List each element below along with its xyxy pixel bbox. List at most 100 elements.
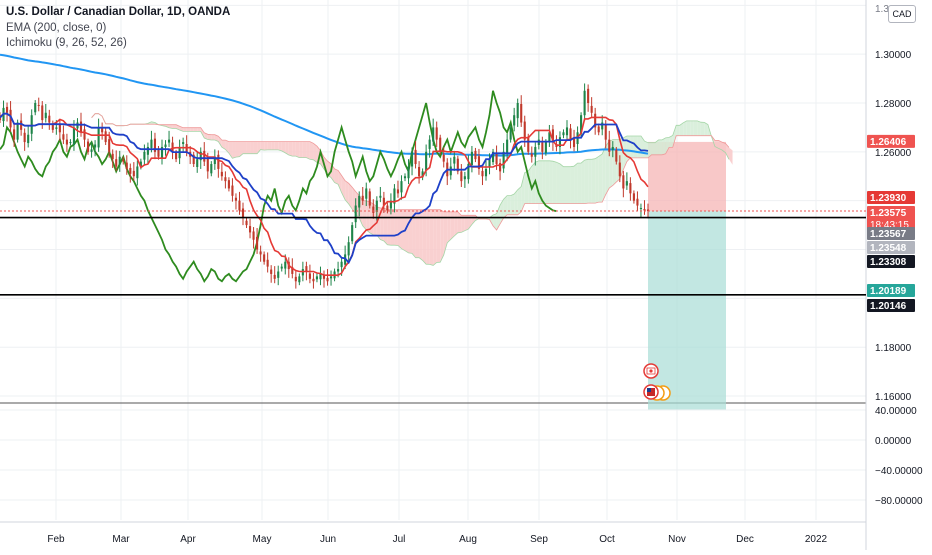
candle-body [312, 279, 314, 281]
candle-body [436, 127, 438, 139]
candle-body [415, 150, 417, 164]
candle-body [386, 206, 388, 211]
candle-body [471, 152, 473, 165]
cloud-segment [275, 142, 279, 150]
cloud-segment [398, 210, 402, 249]
time-tick-label: Aug [459, 534, 477, 545]
candle-body [584, 91, 586, 115]
candle-body [249, 226, 251, 232]
cloud-segment [387, 210, 391, 246]
candle-body [598, 126, 600, 132]
indicator-ichimoku-label[interactable]: Ichimoku (9, 26, 52, 26) [6, 37, 127, 49]
us-event-flag-canton [647, 388, 651, 392]
candle-body [453, 157, 455, 164]
time-tick-label: Apr [180, 534, 196, 545]
candle-body [73, 127, 75, 145]
cloud-segment [391, 210, 395, 246]
candle-body [59, 124, 61, 132]
cloud-segment [405, 210, 409, 253]
candle-body [119, 157, 121, 165]
candle-body [217, 155, 219, 169]
candle-body [365, 188, 367, 198]
cloud-segment [599, 154, 603, 202]
cloud-segment [563, 167, 567, 204]
candle-body [224, 177, 226, 181]
cloud-segment [271, 142, 275, 150]
cloud-segment [447, 212, 451, 243]
candle-body [464, 176, 466, 179]
cloud-segment [243, 142, 247, 154]
candle-body [62, 134, 64, 139]
candle-body [527, 137, 529, 152]
candle-body [69, 142, 71, 143]
candle-body [305, 266, 307, 271]
candle-body [425, 152, 427, 171]
candle-body [277, 271, 279, 277]
currency-button[interactable]: CAD [888, 5, 916, 23]
candle-body [182, 142, 184, 144]
indicator-ema-label[interactable]: EMA (200, close, 0) [6, 22, 106, 34]
time-tick-label: Jul [393, 534, 406, 545]
cloud-segment [472, 215, 476, 224]
cloud-segment [384, 208, 388, 245]
cloud-segment [659, 140, 663, 155]
time-tick-label: Sep [530, 534, 548, 545]
cloud-segment [190, 128, 194, 132]
candle-body [122, 160, 124, 162]
cloud-segment [694, 121, 698, 136]
candle-body [31, 115, 33, 134]
candle-body [418, 167, 420, 176]
cloud-segment [278, 142, 282, 151]
candle-body [298, 276, 300, 282]
time-tick-label: May [253, 534, 272, 545]
candle-body [80, 122, 82, 133]
cloud-segment [236, 142, 240, 158]
candle-body [566, 127, 568, 135]
price-tag-value: 1.23308 [870, 257, 907, 268]
candle-body [545, 142, 547, 153]
cloud-segment [630, 136, 634, 158]
candle-body [643, 209, 645, 210]
candle-body [133, 171, 135, 176]
candle-body [407, 166, 409, 178]
candle-body [330, 276, 332, 278]
candle-body [400, 181, 402, 192]
cloud-segment [303, 142, 307, 158]
oscillator-tick-label: 0.00000 [875, 436, 912, 447]
candle-body [450, 166, 452, 175]
cloud-segment [676, 125, 680, 135]
candle-body [362, 196, 364, 201]
candle-body [520, 104, 522, 123]
candle-body [348, 242, 350, 255]
candle-body [87, 142, 89, 152]
candle-body [326, 278, 328, 281]
time-tick-label: Jun [320, 534, 336, 545]
candle-body [48, 116, 50, 123]
candle-body [24, 133, 26, 142]
cloud-segment [549, 161, 553, 204]
cloud-segment [232, 142, 236, 159]
candle-body [358, 196, 360, 208]
price-tag-tenkan: 1.23930 [867, 191, 915, 204]
ca-event-flag-leaf [649, 369, 652, 372]
candle-body [94, 145, 96, 148]
candle-body [372, 207, 374, 213]
cloud-segment [183, 128, 187, 132]
time-tick-label: Oct [599, 534, 615, 545]
candle-body [210, 164, 212, 173]
cloud-segment [187, 128, 191, 132]
cloud-segment [292, 142, 296, 157]
cloud-segment [250, 142, 254, 154]
price-tag-value: 1.23567 [870, 229, 907, 240]
cloud-segment [585, 159, 589, 203]
cloud-segment [588, 159, 592, 203]
price-tag-kijun: 1.23548 [867, 241, 915, 254]
candle-body [376, 201, 378, 212]
cloud-segment [697, 121, 701, 136]
candle-body [284, 262, 286, 269]
candle-body [626, 181, 628, 185]
candle-body [337, 269, 339, 271]
candle-body [319, 274, 321, 279]
